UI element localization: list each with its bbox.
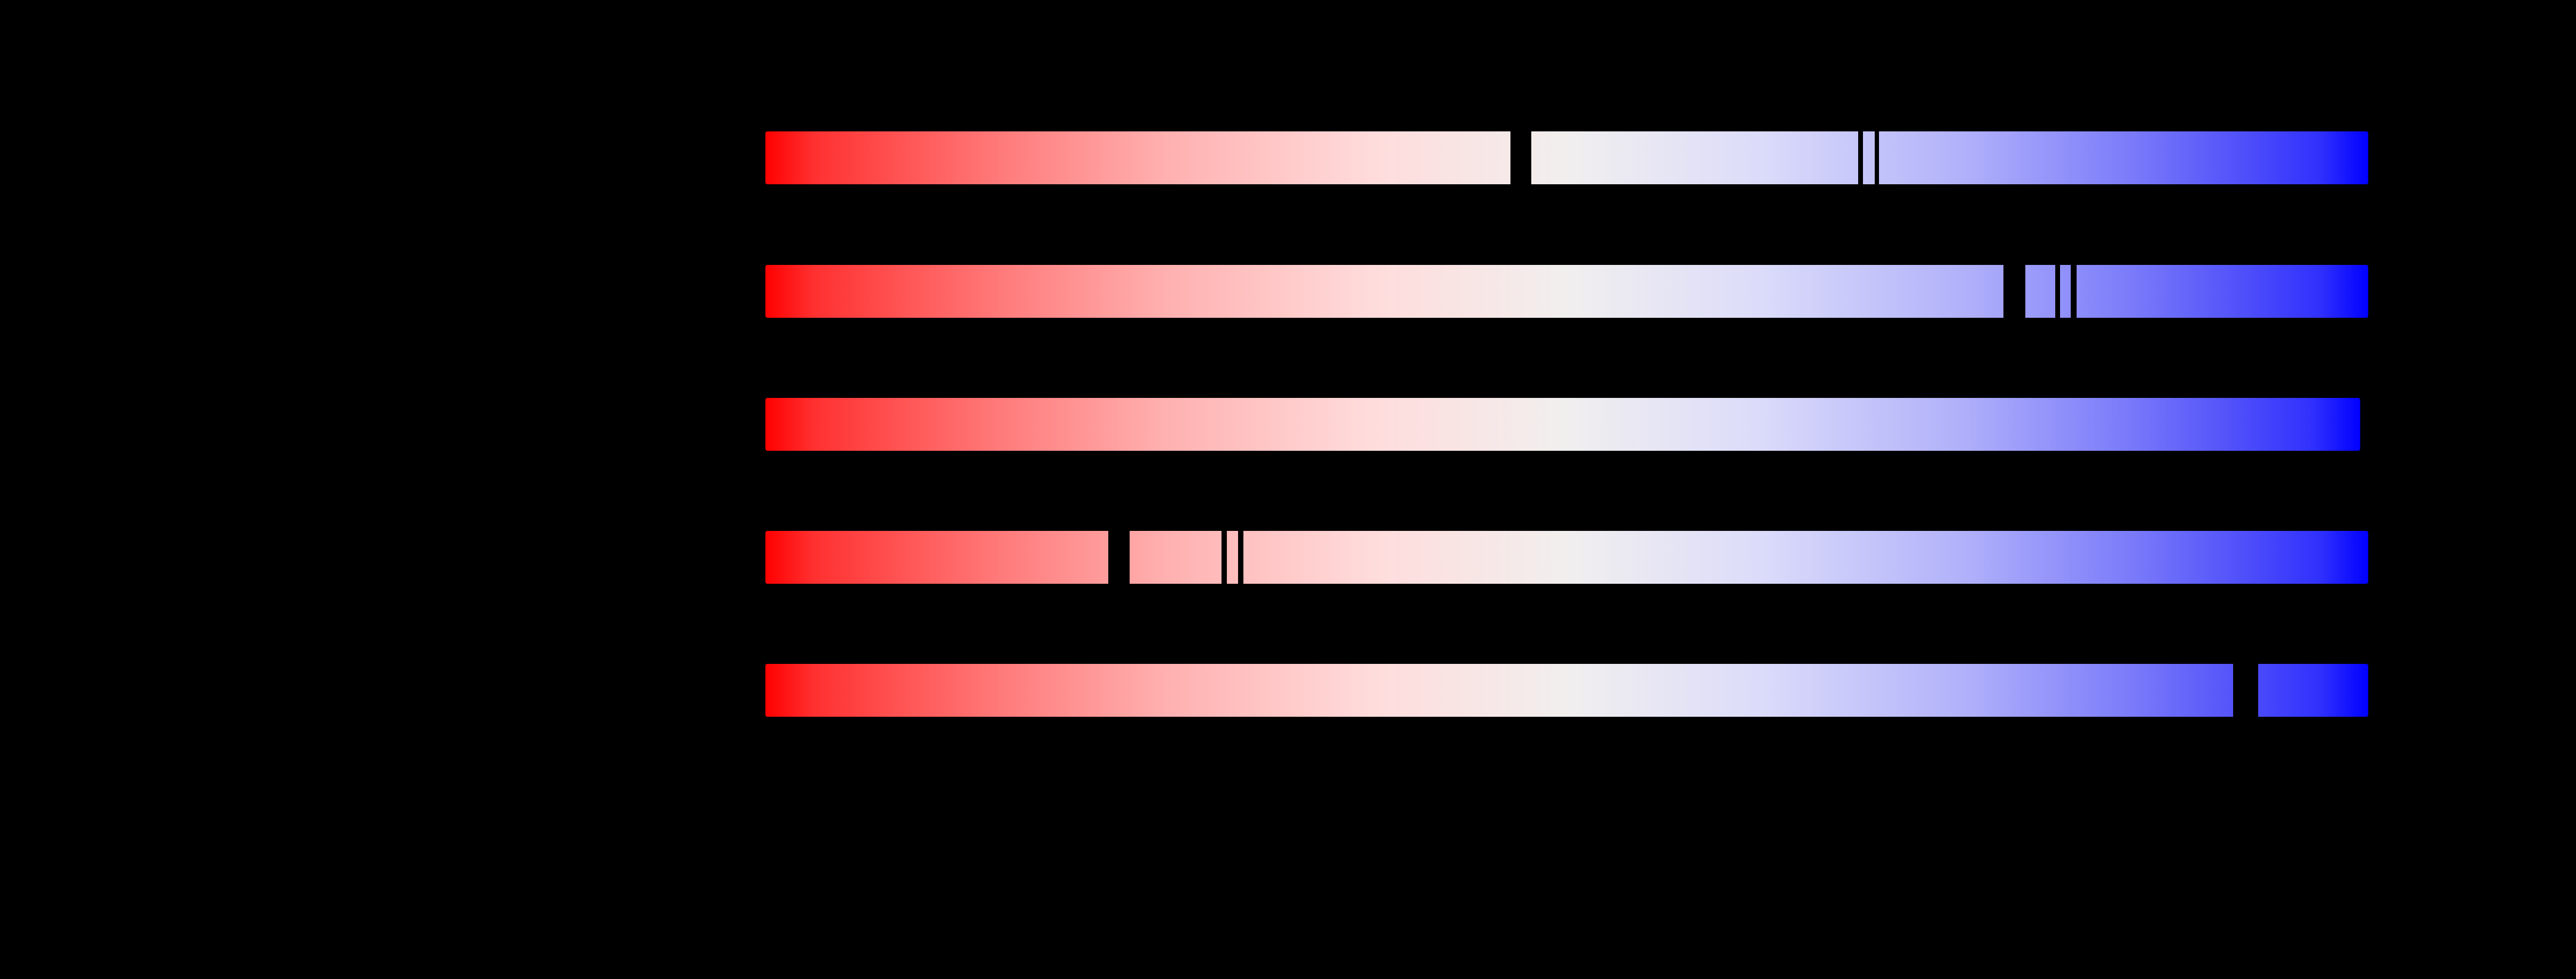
gradient-bar-2: [765, 264, 2368, 319]
bar-gap: [1238, 530, 1243, 585]
bar-gap: [1875, 130, 1879, 185]
gradient-bar-4: [765, 530, 2368, 585]
bar-gap: [1108, 530, 1130, 585]
bar-gap: [2233, 663, 2258, 718]
bar-gap: [1222, 530, 1227, 585]
bar-gap: [2055, 264, 2060, 319]
bar-gap: [2071, 264, 2077, 319]
gradient-bar-3: [765, 398, 2360, 451]
gradient-bar-5: [765, 663, 2368, 718]
bar-gap: [1510, 130, 1531, 185]
bar-gap: [1858, 130, 1863, 185]
bar-gap: [2003, 264, 2025, 319]
gradient-bar-1: [765, 130, 2368, 185]
